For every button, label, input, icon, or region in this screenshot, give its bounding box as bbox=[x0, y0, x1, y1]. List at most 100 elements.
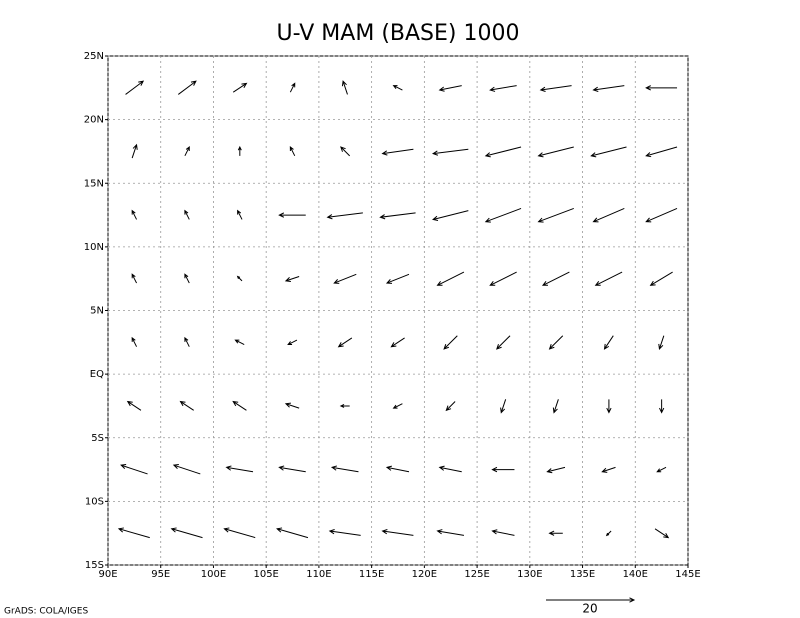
x-tick-label: 105E bbox=[253, 569, 278, 580]
chart-title: U-V MAM (BASE) 1000 bbox=[277, 21, 520, 46]
wind-vector bbox=[649, 271, 673, 286]
wind-vector bbox=[381, 528, 414, 536]
wind-vector bbox=[443, 335, 458, 350]
wind-vector bbox=[496, 335, 511, 350]
credit: GrADS: COLA/IGES bbox=[4, 607, 88, 617]
wind-vector bbox=[131, 143, 138, 159]
y-tick-label: 10N bbox=[84, 242, 104, 253]
wind-vector bbox=[289, 82, 296, 93]
wind-vector bbox=[379, 212, 416, 220]
wind-vector bbox=[237, 209, 243, 220]
x-tick-label: 130E bbox=[517, 569, 542, 580]
wind-vector bbox=[381, 148, 414, 156]
wind-vector bbox=[659, 399, 665, 414]
wind-vector bbox=[654, 528, 670, 539]
wind-vector bbox=[645, 208, 678, 223]
wind-vector bbox=[172, 464, 201, 475]
wind-vector bbox=[120, 464, 148, 475]
wind-vector bbox=[438, 465, 462, 473]
wind-vector bbox=[484, 207, 522, 223]
reference-vector bbox=[546, 597, 636, 603]
wind-vector bbox=[385, 465, 410, 473]
x-tick-label: 125E bbox=[464, 569, 489, 580]
wind-vector bbox=[170, 527, 203, 539]
wind-vector bbox=[489, 271, 517, 286]
wind-vector bbox=[656, 466, 667, 473]
wind-vector bbox=[548, 335, 564, 350]
y-tick-label: 20N bbox=[84, 115, 104, 126]
y-tick-label: 25N bbox=[84, 51, 104, 62]
wind-vector bbox=[594, 271, 623, 286]
x-tick-label: 135E bbox=[570, 569, 595, 580]
y-tick-label: 10S bbox=[85, 496, 104, 507]
x-tick-label: 95E bbox=[151, 569, 170, 580]
wind-vector bbox=[606, 399, 612, 414]
wind-vector bbox=[284, 276, 300, 283]
y-tick-label: 5S bbox=[91, 433, 104, 444]
wind-vector bbox=[438, 85, 462, 92]
y-tick-label: EQ bbox=[90, 369, 104, 380]
wind-vector bbox=[592, 85, 625, 93]
wind-vector bbox=[237, 145, 242, 156]
wind-vector bbox=[125, 80, 145, 95]
wind-vector bbox=[341, 80, 348, 95]
wind-vector bbox=[177, 80, 197, 95]
wind-vector bbox=[340, 146, 351, 157]
wind-vector bbox=[491, 466, 515, 473]
wind-vector bbox=[592, 208, 625, 223]
wind-vector bbox=[225, 465, 254, 473]
wind-vector bbox=[184, 273, 190, 284]
wind-vector bbox=[645, 146, 678, 158]
y-tick-label: 5N bbox=[90, 306, 104, 317]
wind-vector bbox=[392, 403, 403, 409]
wind-vector bbox=[537, 207, 574, 223]
wind-vector bbox=[117, 527, 150, 539]
wind-vector bbox=[184, 146, 190, 157]
wind-vector bbox=[278, 465, 306, 473]
reference-label: 20 bbox=[582, 602, 597, 616]
wind-vector bbox=[184, 209, 190, 220]
wind-vector bbox=[500, 399, 507, 414]
wind-vector bbox=[330, 465, 359, 473]
wind-vector bbox=[184, 336, 190, 347]
x-tick-label: 120E bbox=[412, 569, 437, 580]
wind-vector bbox=[326, 212, 363, 220]
wind-vector bbox=[131, 336, 138, 347]
wind-vector bbox=[432, 210, 469, 221]
wind-vector bbox=[605, 530, 612, 537]
wind-vector bbox=[328, 528, 361, 536]
wind-vector bbox=[236, 275, 243, 282]
wind-vector bbox=[234, 339, 245, 345]
x-tick-label: 90E bbox=[98, 569, 117, 580]
wind-vector bbox=[284, 402, 300, 409]
wind-vector bbox=[385, 273, 410, 284]
y-tick-label: 15S bbox=[85, 560, 104, 571]
wind-vector bbox=[445, 401, 456, 412]
x-tick-label: 145E bbox=[675, 569, 700, 580]
wind-vector bbox=[436, 271, 465, 286]
wind-vector bbox=[278, 212, 306, 218]
wind-vector bbox=[223, 527, 256, 539]
wind-vector bbox=[337, 337, 353, 348]
wind-vector bbox=[276, 527, 309, 539]
wind-vector bbox=[287, 339, 298, 346]
wind-vector bbox=[601, 466, 616, 473]
wind-vector bbox=[126, 400, 142, 411]
wind-vector bbox=[541, 271, 570, 286]
x-tick-label: 100E bbox=[201, 569, 226, 580]
wind-vector bbox=[179, 400, 194, 411]
x-tick-label: 140E bbox=[623, 569, 648, 580]
wind-vector bbox=[489, 85, 517, 92]
wind-vector bbox=[491, 529, 515, 536]
wind-vector bbox=[232, 82, 248, 93]
wind-vector bbox=[590, 146, 627, 158]
wind-vector bbox=[131, 273, 138, 284]
wind-vector bbox=[339, 403, 350, 408]
wind-vector bbox=[539, 85, 572, 93]
wind-vector bbox=[392, 85, 403, 91]
wind-vector bbox=[552, 399, 559, 414]
wind-vector bbox=[546, 466, 566, 474]
y-tick-label: 15N bbox=[84, 178, 104, 189]
